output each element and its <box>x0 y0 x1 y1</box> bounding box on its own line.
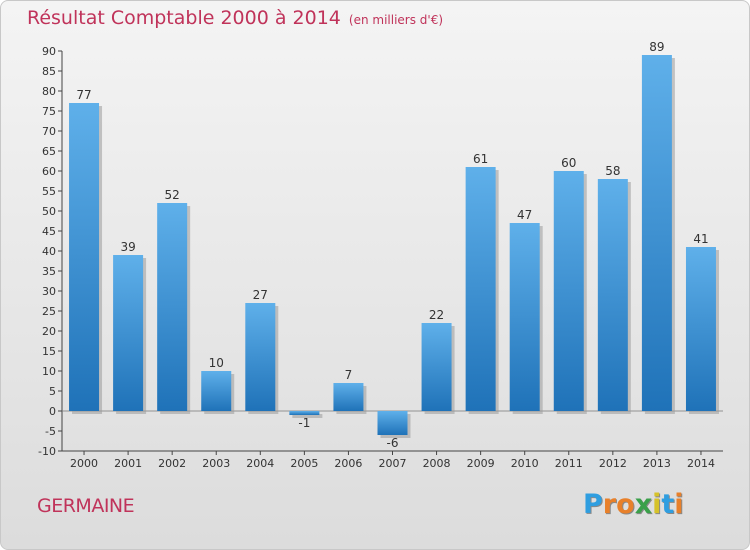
value-label: 39 <box>120 240 135 254</box>
y-tick-label: 50 <box>42 205 56 218</box>
bar-2014 <box>685 247 716 411</box>
x-tick-label: 2002 <box>158 457 186 470</box>
proxiti-logo: Proxiti <box>583 489 684 520</box>
y-tick-label: 30 <box>42 285 56 298</box>
logo-letter: i <box>652 489 662 520</box>
x-tick-label: 2004 <box>246 457 274 470</box>
value-label: 7 <box>345 368 353 382</box>
x-tick-label: 2014 <box>687 457 715 470</box>
logo-letter: P <box>583 489 603 520</box>
y-tick-label: 70 <box>42 125 56 138</box>
x-tick-label: 2012 <box>599 457 627 470</box>
bar-2002 <box>157 203 188 411</box>
x-tick-label: 2008 <box>423 457 451 470</box>
value-label: 22 <box>429 308 444 322</box>
bar-2003 <box>201 371 232 411</box>
x-tick-label: 2011 <box>555 457 583 470</box>
y-tick-label: 60 <box>42 165 56 178</box>
logo-letter: r <box>602 489 617 520</box>
logo-letter: t <box>661 489 675 520</box>
value-label: 47 <box>517 208 532 222</box>
value-label: 58 <box>605 164 620 178</box>
y-tick-label: 35 <box>42 265 56 278</box>
value-label: 52 <box>165 188 180 202</box>
x-tick-label: 2005 <box>290 457 318 470</box>
chart-title-text: Résultat Comptable 2000 à 2014 <box>27 7 341 29</box>
chart-subtitle: (en milliers d'€) <box>348 13 444 27</box>
y-tick-label: 25 <box>42 305 56 318</box>
bar-2001 <box>113 255 144 411</box>
x-tick-label: 2001 <box>114 457 142 470</box>
value-label: 60 <box>561 156 576 170</box>
x-tick-label: 2010 <box>511 457 539 470</box>
y-tick-label: 90 <box>42 45 56 58</box>
y-tick-label: -5 <box>45 425 56 438</box>
y-tick-label: 15 <box>42 345 56 358</box>
commune-name: GERMAINE <box>37 495 135 517</box>
x-tick-label: 2007 <box>379 457 407 470</box>
value-label: 10 <box>209 356 224 370</box>
y-tick-label: 20 <box>42 325 56 338</box>
value-label: 89 <box>649 40 664 54</box>
value-label: 61 <box>473 152 488 166</box>
bar-2009 <box>465 167 496 411</box>
y-tick-label: 75 <box>42 105 56 118</box>
value-label: -1 <box>298 416 310 430</box>
y-tick-label: 5 <box>49 385 56 398</box>
y-tick-label: 45 <box>42 225 56 238</box>
y-tick-label: -10 <box>38 445 56 458</box>
value-label: -6 <box>387 436 399 450</box>
x-tick-label: 2000 <box>70 457 98 470</box>
bar-2011 <box>553 171 584 411</box>
bar-2008 <box>421 323 452 411</box>
logo-letter: x <box>634 489 653 520</box>
y-tick-label: 10 <box>42 365 56 378</box>
x-tick-label: 2006 <box>334 457 362 470</box>
bar-2005 <box>289 411 320 415</box>
y-tick-label: 0 <box>49 405 56 418</box>
value-label: 27 <box>253 288 268 302</box>
x-tick-label: 2003 <box>202 457 230 470</box>
y-tick-label: 65 <box>42 145 56 158</box>
y-tick-label: 85 <box>42 65 56 78</box>
bar-2010 <box>509 223 540 411</box>
bar-2012 <box>597 179 628 411</box>
logo-letter: o <box>616 489 635 520</box>
bar-2006 <box>333 383 364 411</box>
bar-shadow <box>292 414 323 418</box>
value-label: 41 <box>693 232 708 246</box>
bar-2007 <box>377 411 408 435</box>
y-tick-label: 40 <box>42 245 56 258</box>
y-tick-label: 55 <box>42 185 56 198</box>
chart-title: Résultat Comptable 2000 à 2014 (en millie… <box>27 7 443 29</box>
bar-2004 <box>245 303 276 411</box>
value-label: 77 <box>76 88 91 102</box>
bar-2013 <box>641 55 672 411</box>
bar-2000 <box>69 103 100 411</box>
x-tick-label: 2013 <box>643 457 671 470</box>
x-tick-label: 2009 <box>467 457 495 470</box>
y-tick-label: 80 <box>42 85 56 98</box>
logo-letter: i <box>674 489 684 520</box>
